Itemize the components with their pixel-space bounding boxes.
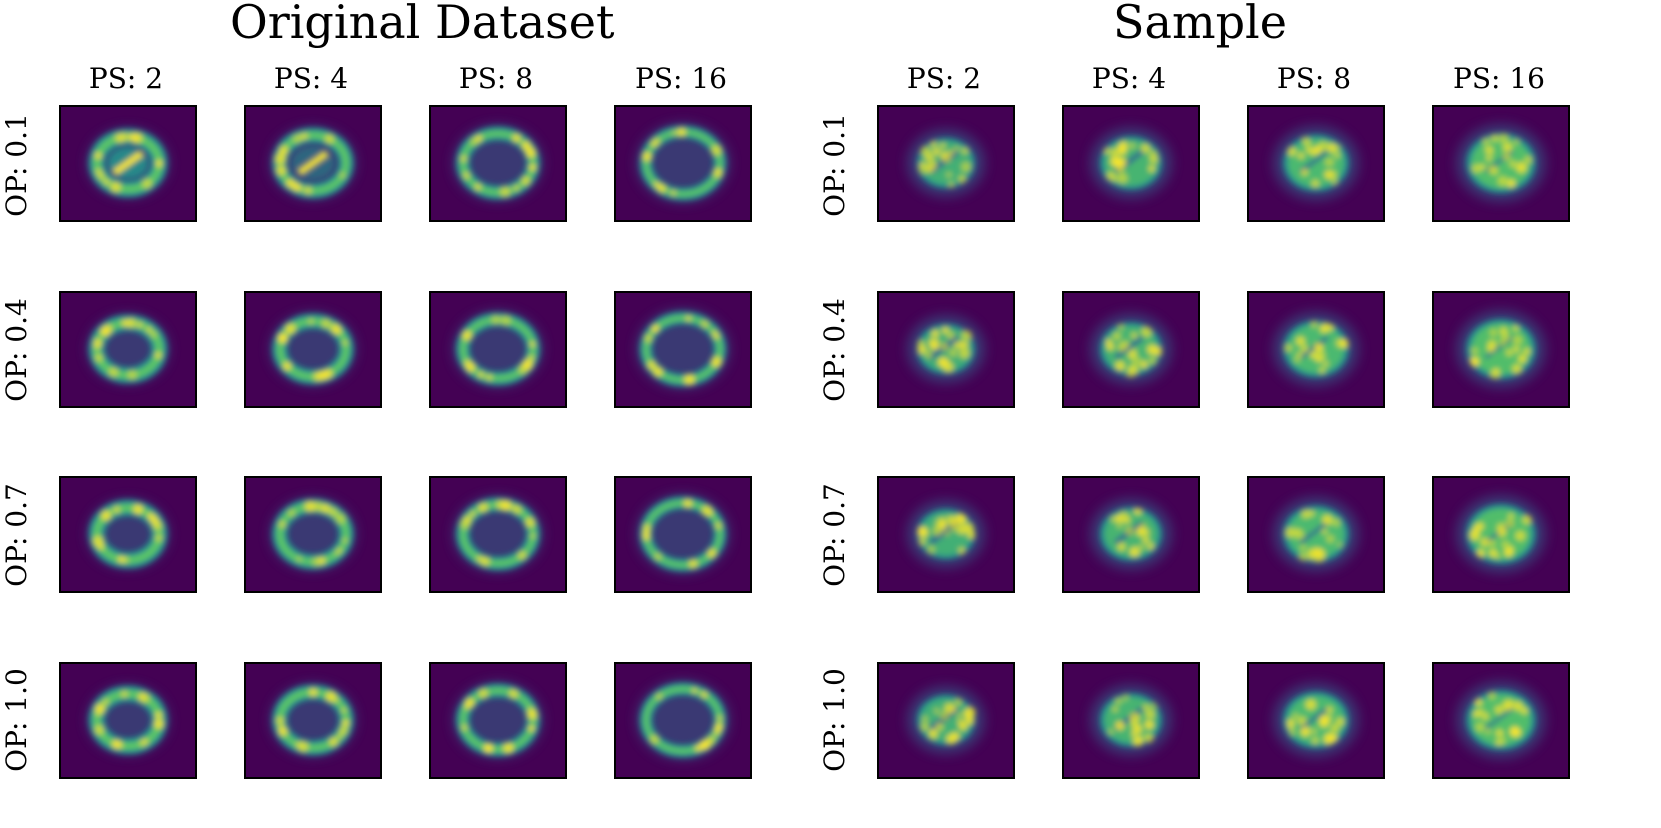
row-label: OP: 0.4	[818, 298, 851, 402]
heatmap-tile	[59, 476, 197, 593]
heatmap-tile	[614, 662, 752, 779]
heatmap-tile	[1247, 662, 1385, 779]
heatmap-tile	[1432, 291, 1570, 408]
heatmap-tile	[1062, 105, 1200, 222]
heatmap-tile	[1432, 476, 1570, 593]
heatmap-tile	[877, 291, 1015, 408]
col-label: PS: 2	[88, 62, 164, 95]
heatmap-tile	[877, 105, 1015, 222]
heatmap-tile	[429, 105, 567, 222]
heatmap-tile	[877, 662, 1015, 779]
heatmap-tile	[1062, 662, 1200, 779]
heatmap-tile	[1062, 476, 1200, 593]
heatmap-tile	[1247, 105, 1385, 222]
heatmap-tile	[59, 291, 197, 408]
panel-title-sample: Sample	[1113, 0, 1287, 49]
col-label: PS: 8	[1276, 62, 1352, 95]
col-label: PS: 4	[1091, 62, 1167, 95]
col-label: PS: 8	[458, 62, 534, 95]
col-label: PS: 2	[906, 62, 982, 95]
col-label: PS: 16	[1453, 62, 1545, 95]
heatmap-tile	[877, 476, 1015, 593]
row-label: OP: 1.0	[0, 668, 33, 772]
heatmap-tile	[614, 291, 752, 408]
heatmap-tile	[1432, 662, 1570, 779]
heatmap-tile	[429, 291, 567, 408]
heatmap-tile	[59, 662, 197, 779]
row-label: OP: 0.1	[0, 113, 33, 217]
heatmap-tile	[244, 476, 382, 593]
row-label: OP: 1.0	[818, 668, 851, 772]
heatmap-tile	[244, 662, 382, 779]
col-label: PS: 16	[635, 62, 727, 95]
heatmap-tile	[1247, 476, 1385, 593]
heatmap-tile	[1247, 291, 1385, 408]
row-label: OP: 0.4	[0, 298, 33, 402]
heatmap-tile	[614, 476, 752, 593]
row-label: OP: 0.7	[818, 483, 851, 587]
heatmap-tile	[614, 105, 752, 222]
heatmap-tile	[429, 662, 567, 779]
row-label: OP: 0.7	[0, 483, 33, 587]
heatmap-tile	[429, 476, 567, 593]
col-label: PS: 4	[273, 62, 349, 95]
heatmap-tile	[1062, 291, 1200, 408]
row-label: OP: 0.1	[818, 113, 851, 217]
heatmap-tile	[244, 291, 382, 408]
heatmap-tile	[1432, 105, 1570, 222]
heatmap-tile	[59, 105, 197, 222]
heatmap-tile	[244, 105, 382, 222]
panel-title-original: Original Dataset	[230, 0, 615, 49]
